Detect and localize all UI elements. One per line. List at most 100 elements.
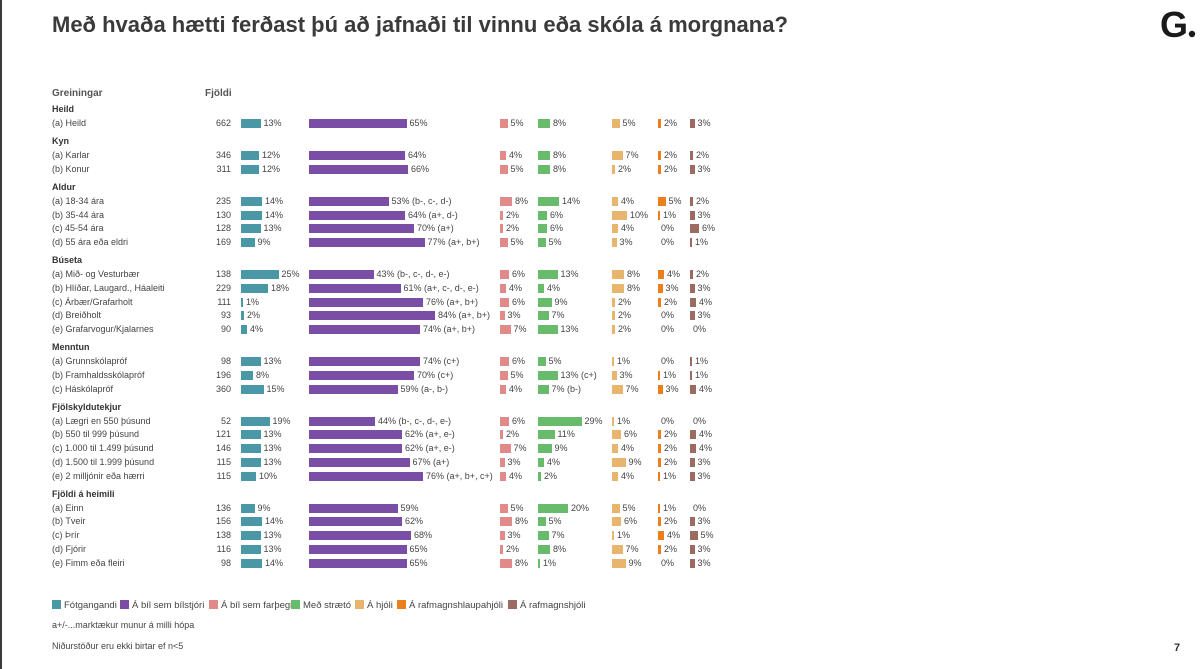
bar-2 [309, 384, 398, 394]
legend-item: Með strætó [291, 600, 351, 611]
row-count: 311 [216, 163, 231, 174]
bar-3 [500, 196, 512, 206]
bar-5 [612, 270, 624, 280]
bar-1 [241, 558, 262, 568]
data-label: 4% [547, 282, 561, 293]
bar-1 [241, 297, 243, 307]
row-label: (d) Fjórir [52, 543, 86, 554]
data-label: 2% [664, 516, 678, 527]
legend-label: Á rafmagnshlaupahjóli [409, 600, 504, 611]
bar-1 [241, 416, 270, 426]
bar-1 [241, 444, 261, 454]
row-label: (c) Háskólapróf [52, 383, 114, 394]
bar-6 [658, 283, 663, 293]
data-label: 0% [661, 310, 675, 321]
data-label: 66% [411, 163, 430, 174]
row-count: 662 [215, 117, 231, 128]
row-label: (c) Þrír [52, 530, 80, 541]
data-label: 77% (a+, b+) [427, 236, 480, 247]
data-label: 5% [548, 356, 562, 367]
legend-swatch [508, 600, 517, 609]
group-label: Menntun [52, 342, 90, 353]
data-label: 3% [697, 310, 711, 321]
row-count: 196 [215, 369, 231, 380]
group-label: Fjöldi á heimili [52, 489, 115, 499]
row-count: 136 [215, 502, 231, 513]
bar-1 [241, 544, 261, 554]
data-label: 8% [627, 269, 641, 280]
bar-1 [241, 324, 247, 334]
data-label: 6% [550, 209, 564, 220]
bar-7 [690, 297, 696, 307]
row-count: 169 [215, 236, 231, 247]
row-label: (d) Breiðholt [52, 310, 102, 321]
bar-7 [690, 370, 692, 380]
row-count: 98 [220, 356, 231, 367]
data-label: 3% [697, 282, 711, 293]
bar-2 [309, 270, 374, 280]
bar-1 [241, 150, 259, 160]
bar-3 [500, 558, 512, 568]
bar-7 [690, 196, 693, 206]
data-label: 59% (a-, b-) [400, 383, 449, 394]
row-count: 146 [215, 443, 231, 454]
data-label: 2% [664, 443, 678, 454]
bar-5 [612, 457, 626, 467]
data-label: 1% [543, 557, 557, 568]
bar-5 [612, 430, 621, 440]
data-label: 2% [664, 296, 678, 307]
bar-2 [309, 164, 408, 174]
bar-7 [690, 471, 695, 481]
row-count: 98 [220, 557, 231, 568]
bar-2 [309, 324, 420, 334]
row-label: (b) Hlíðar, Laugard., Háaleiti [52, 282, 165, 293]
data-label: 25% [281, 269, 300, 280]
data-label: 2% [696, 195, 710, 206]
data-label: 0% [693, 502, 707, 513]
data-label: 2% [247, 310, 261, 321]
data-label: 3% [507, 456, 521, 467]
row-count: 115 [216, 470, 231, 481]
bar-5 [612, 471, 618, 481]
bar-5 [612, 210, 627, 220]
data-label: 3% [697, 543, 711, 554]
data-label: 13% [263, 530, 282, 541]
data-label: 7% [551, 530, 565, 541]
data-label: 7% [551, 310, 565, 321]
bar-5 [612, 357, 614, 367]
data-label: 2% [664, 149, 678, 160]
data-label: 10% [259, 470, 278, 481]
data-label: 3% [619, 236, 633, 247]
data-label: 2% [664, 456, 678, 467]
data-label: 4% [509, 149, 523, 160]
data-label: 6% [512, 296, 526, 307]
data-label: 2% [506, 429, 520, 440]
row-label: (e) Grafarvogur/Kjalarnes [52, 323, 154, 334]
group-label: Heild [52, 104, 75, 114]
data-label: 7% [625, 383, 639, 394]
data-label: 74% (c+) [423, 356, 460, 367]
bar-4 [538, 270, 558, 280]
data-label: 0% [661, 557, 675, 568]
data-label: 5% [510, 117, 524, 128]
data-label: 3% [697, 470, 711, 481]
bar-3 [500, 457, 505, 467]
row-label: (a) Grunnskólapróf [52, 356, 128, 367]
row-label: (b) Framhaldsskólapróf [52, 369, 145, 380]
bar-1 [241, 237, 255, 247]
legend-item: Á bíl sem farþegi [209, 600, 292, 611]
group-label: Aldur [52, 182, 76, 193]
bar-3 [500, 283, 506, 293]
bar-3 [500, 270, 509, 280]
bar-2 [309, 237, 425, 247]
data-label: 13% [263, 117, 282, 128]
data-label: 1% [246, 296, 260, 307]
bar-6 [658, 150, 661, 160]
bar-4 [538, 503, 568, 513]
bar-4 [538, 196, 559, 206]
data-label: 4% [547, 456, 561, 467]
group-label: Kyn [52, 136, 70, 147]
data-label: 8% [553, 117, 567, 128]
data-label: 70% (a+) [417, 223, 454, 234]
legend-swatch [209, 600, 218, 609]
